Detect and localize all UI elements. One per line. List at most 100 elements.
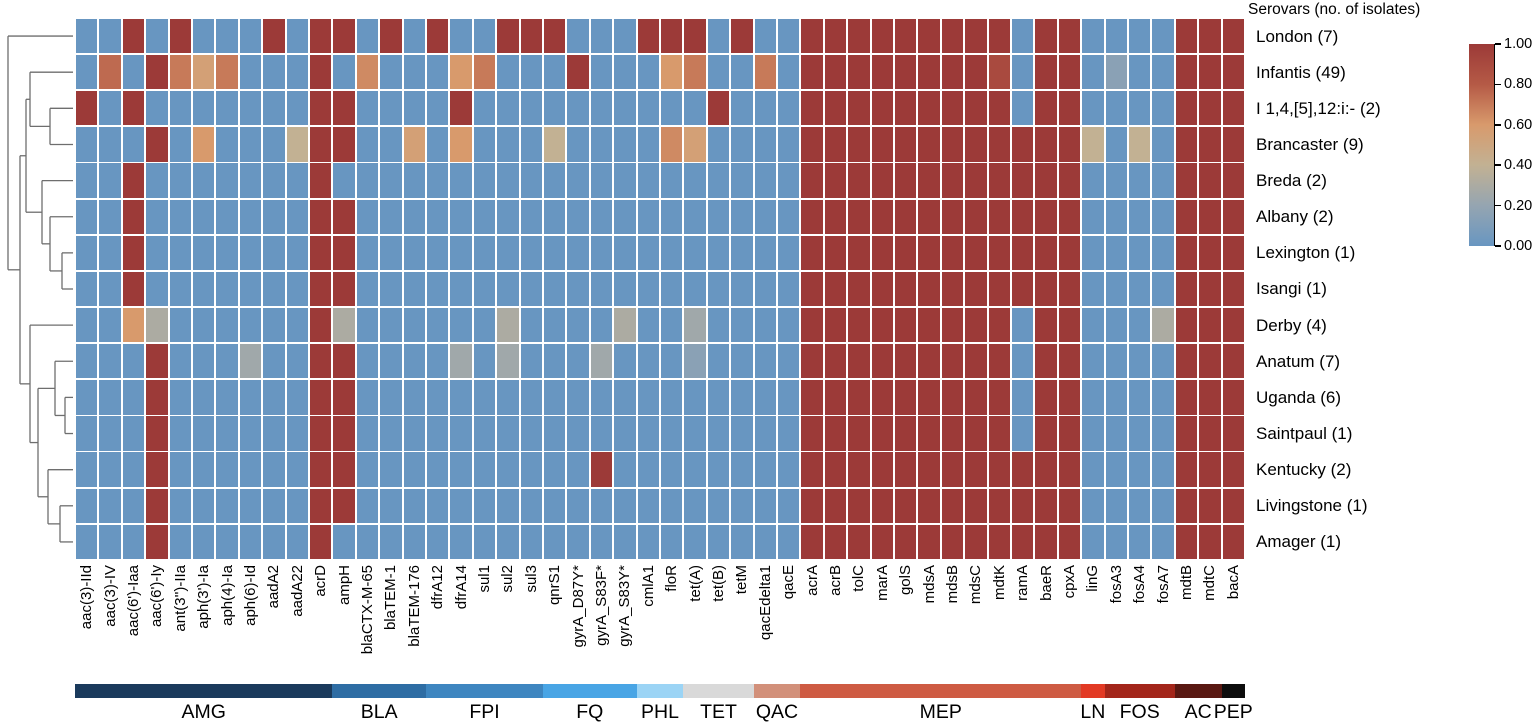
heatmap-cell xyxy=(239,524,262,560)
heatmap-cell xyxy=(99,524,121,560)
heatmap-cell xyxy=(684,344,706,379)
heatmap-cell xyxy=(777,488,800,523)
heatmap-cell xyxy=(637,380,660,415)
heatmap-cell xyxy=(333,235,355,271)
heatmap-cell xyxy=(1058,127,1081,162)
heatmap-cell xyxy=(590,307,613,343)
heatmap-cell xyxy=(1222,380,1245,415)
heatmap-cell xyxy=(590,163,613,198)
heatmap-cell xyxy=(239,452,262,487)
heatmap-cell xyxy=(848,524,870,560)
heatmap-cell xyxy=(380,488,402,523)
heatmap-cell xyxy=(707,416,730,451)
heatmap-cell xyxy=(1152,163,1174,198)
heatmap-cell xyxy=(824,91,847,126)
heatmap-cell xyxy=(543,524,566,560)
heatmap-cell xyxy=(1058,163,1081,198)
heatmap-cell xyxy=(1128,199,1151,234)
heatmap-cell xyxy=(543,199,566,234)
heatmap-cell xyxy=(1222,127,1245,162)
category-label: AMG xyxy=(181,701,226,723)
row-label: Breda (2) xyxy=(1256,171,1327,191)
heatmap-cell xyxy=(660,380,683,415)
heatmap-cell xyxy=(1175,163,1198,198)
heatmap-cell xyxy=(99,416,121,451)
heatmap-cell xyxy=(988,416,1011,451)
heatmap-cell xyxy=(1199,488,1221,523)
heatmap-cell xyxy=(1082,271,1104,307)
heatmap-cell xyxy=(239,307,262,343)
heatmap-cell xyxy=(333,127,355,162)
heatmap-cell xyxy=(497,199,519,234)
heatmap-cell xyxy=(1011,163,1034,198)
heatmap-cell xyxy=(1128,380,1151,415)
heatmap-cell xyxy=(918,199,940,234)
heatmap-cell xyxy=(122,55,145,90)
heatmap-cell xyxy=(75,18,98,54)
heatmap-cell xyxy=(169,488,192,523)
heatmap-cell xyxy=(707,380,730,415)
heatmap-cell xyxy=(146,163,168,198)
heatmap-cell xyxy=(403,271,426,307)
heatmap-cell xyxy=(1011,416,1034,451)
heatmap-cell xyxy=(333,307,355,343)
heatmap-cell xyxy=(684,127,706,162)
heatmap-cell xyxy=(1011,18,1034,54)
heatmap-cell xyxy=(988,18,1011,54)
heatmap-cell xyxy=(473,55,496,90)
row-label: Amager (1) xyxy=(1256,532,1342,552)
row-label: Kentucky (2) xyxy=(1256,460,1352,480)
heatmap-cell xyxy=(75,488,98,523)
heatmap-cell xyxy=(801,344,823,379)
heatmap-cell xyxy=(941,416,964,451)
heatmap-cell xyxy=(239,55,262,90)
heatmap-cell xyxy=(684,163,706,198)
heatmap-cell xyxy=(1152,416,1174,451)
heatmap-cell xyxy=(707,199,730,234)
heatmap-cell xyxy=(192,416,215,451)
heatmap-cell xyxy=(333,416,355,451)
heatmap-cell xyxy=(614,18,636,54)
heatmap-cell xyxy=(824,199,847,234)
heatmap-cell xyxy=(1222,524,1245,560)
colorbar-tick xyxy=(1495,43,1501,45)
column-label: linG xyxy=(1084,564,1102,592)
heatmap-cell xyxy=(286,488,309,523)
heatmap-cell xyxy=(918,18,940,54)
heatmap-cell xyxy=(497,18,519,54)
heatmap-cell xyxy=(1105,127,1128,162)
heatmap-cell xyxy=(309,91,332,126)
heatmap-cell xyxy=(754,127,777,162)
heatmap-cell xyxy=(965,344,987,379)
heatmap-cell xyxy=(146,416,168,451)
heatmap-cell xyxy=(871,18,894,54)
heatmap-cell xyxy=(380,235,402,271)
heatmap-cell xyxy=(731,416,753,451)
heatmap-cell xyxy=(1035,271,1057,307)
heatmap-cell xyxy=(239,91,262,126)
heatmap-cell xyxy=(1035,416,1057,451)
heatmap-cell xyxy=(707,452,730,487)
column-label: fosA4 xyxy=(1131,564,1149,604)
heatmap-cell xyxy=(1199,380,1221,415)
heatmap-cell xyxy=(871,488,894,523)
heatmap-cell xyxy=(965,55,987,90)
heatmap-cell xyxy=(1222,55,1245,90)
heatmap-cell xyxy=(941,91,964,126)
heatmap-cell xyxy=(450,488,472,523)
heatmap-cell xyxy=(99,127,121,162)
column-label: aadA22 xyxy=(288,564,306,617)
heatmap-cell xyxy=(216,91,238,126)
heatmap-cell xyxy=(192,271,215,307)
heatmap-cell xyxy=(894,307,917,343)
heatmap-cell xyxy=(848,163,870,198)
heatmap-cell xyxy=(497,416,519,451)
heatmap-cell xyxy=(1152,91,1174,126)
heatmap-cell xyxy=(450,271,472,307)
heatmap-cell xyxy=(380,163,402,198)
heatmap-cell xyxy=(426,488,449,523)
heatmap-cell xyxy=(988,271,1011,307)
heatmap-cell xyxy=(965,416,987,451)
heatmap-cell xyxy=(239,344,262,379)
column-label: mdtK xyxy=(990,564,1008,600)
